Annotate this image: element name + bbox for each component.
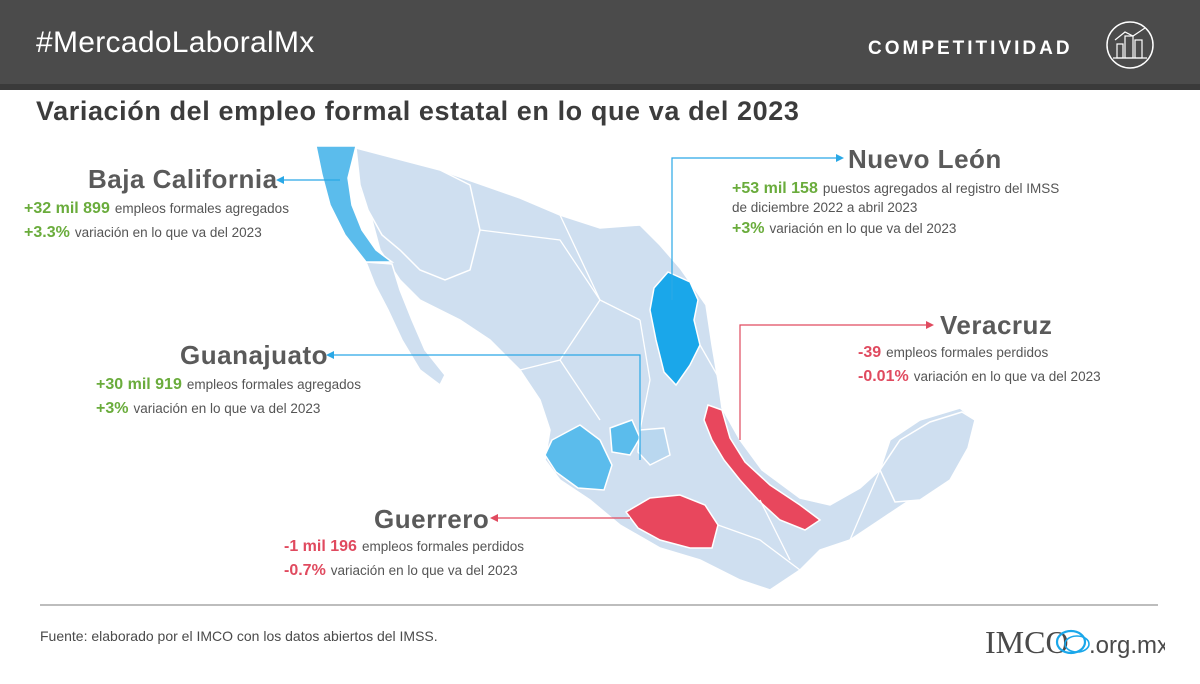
nuevo-leon-name: Nuevo León [848, 144, 1002, 174]
svg-text:IMCO: IMCO [985, 624, 1069, 660]
veracruz-name: Veracruz [940, 310, 1053, 340]
nuevo-leon-stat2: +3% variación en lo que va del 2023 [732, 220, 957, 237]
guanajuato-state [609, 419, 641, 456]
nuevo-leon-jobs: +53 mil 158 [732, 180, 818, 197]
nuevo-leon-stat1: +53 mil 158 puestos agregados al registro… [732, 180, 1060, 197]
guanajuato-stat2: +3% variación en lo que va del 2023 [96, 400, 321, 417]
guerrero-stat2: -0.7% variación en lo que va del 2023 [284, 562, 518, 579]
veracruz-jobs: -39 [858, 344, 882, 361]
imco-logo: IMCO .org.mx [985, 624, 1165, 660]
baja-california-variation: +3.3% [24, 224, 70, 241]
baja-california-name: Baja California [88, 164, 278, 194]
guerrero-variation: -0.7% [284, 562, 326, 579]
guerrero-name: Guerrero [374, 504, 490, 534]
baja-california-state [315, 145, 395, 263]
veracruz-stat1: -39 empleos formales perdidos [858, 344, 1049, 361]
jalisco-state [544, 424, 613, 491]
guanajuato-name: Guanajuato [180, 340, 329, 370]
queretaro-state [637, 427, 671, 466]
baja-california-stat2: +3.3% variación en lo que va del 2023 [24, 224, 262, 241]
veracruz-state [703, 404, 822, 531]
guanajuato-variation: +3% [96, 400, 129, 417]
veracruz-stat2: -0.01% variación en lo que va del 2023 [858, 368, 1101, 385]
veracruz-variation: -0.01% [858, 368, 909, 385]
guanajuato-stat1: +30 mil 919 empleos formales agregados [96, 376, 361, 393]
baja-california-stat1: +32 mil 899 empleos formales agregados [24, 200, 289, 217]
city-skyline-icon [1106, 21, 1154, 69]
header-underline [0, 84, 1200, 90]
nuevo-leon-state [649, 271, 701, 387]
guerrero-stat1: -1 mil 196 empleos formales perdidos [284, 538, 525, 555]
brand-label: COMPETITIVIDAD [868, 38, 1073, 59]
hashtag: #MercadoLaboralMx [36, 26, 315, 59]
source-note: Fuente: elaborado por el IMCO con los da… [40, 628, 438, 644]
guerrero-state [624, 494, 719, 549]
nuevo-leon-stat1-line2: de diciembre 2022 a abril 2023 [732, 200, 918, 215]
svg-text:.org.mx: .org.mx [1089, 632, 1165, 659]
nuevo-leon-variation: +3% [732, 220, 765, 237]
baja-california-sur [364, 261, 446, 387]
baja-california-jobs: +32 mil 899 [24, 200, 110, 217]
page-title: Variación del empleo formal estatal en l… [36, 96, 800, 126]
guerrero-jobs: -1 mil 196 [284, 538, 357, 555]
guanajuato-jobs: +30 mil 919 [96, 376, 182, 393]
yucatan-peninsula [879, 411, 976, 503]
footer-divider [40, 604, 1158, 606]
header-bar: #MercadoLaboralMx COMPETITIVIDAD [0, 0, 1200, 84]
sonora-state [355, 146, 481, 281]
